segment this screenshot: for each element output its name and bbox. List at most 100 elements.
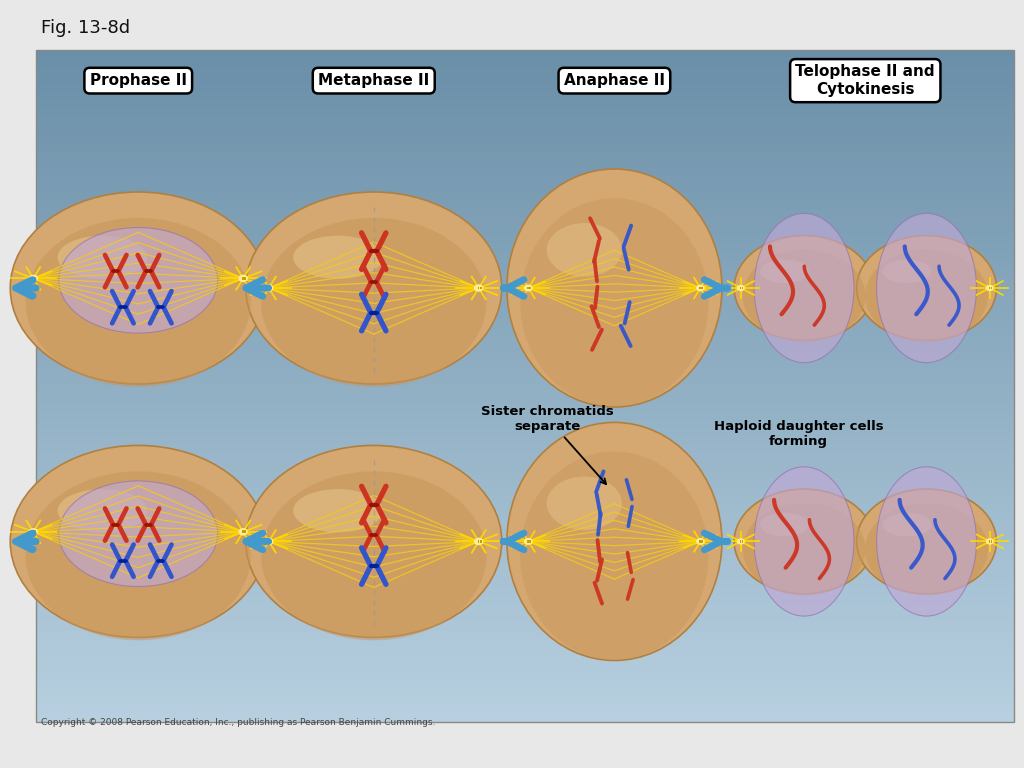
Bar [36, 293, 1014, 302]
Ellipse shape [57, 489, 147, 532]
Bar [36, 84, 1014, 92]
Bar [36, 227, 1014, 235]
Bar [740, 541, 741, 542]
Bar [990, 287, 992, 289]
Bar [270, 286, 271, 290]
Circle shape [986, 286, 993, 290]
Bar [36, 562, 1014, 571]
Bar [740, 287, 741, 289]
Ellipse shape [520, 452, 709, 660]
Bar [36, 268, 1014, 276]
Ellipse shape [293, 489, 383, 532]
Bar [699, 540, 701, 543]
Ellipse shape [760, 513, 809, 537]
Bar [36, 630, 1014, 638]
Bar [36, 394, 1014, 402]
Bar [36, 613, 1014, 621]
Bar [267, 540, 269, 543]
Bar [36, 487, 1014, 495]
Circle shape [524, 285, 532, 291]
Ellipse shape [883, 513, 932, 537]
Bar [36, 402, 1014, 411]
Bar [36, 537, 1014, 545]
Ellipse shape [59, 227, 218, 333]
Bar [36, 302, 1014, 310]
Text: Prophase II: Prophase II [90, 73, 186, 88]
Circle shape [857, 236, 996, 340]
Bar [36, 654, 1014, 663]
Bar [36, 125, 1014, 134]
Bar [36, 109, 1014, 118]
Circle shape [857, 489, 996, 594]
Bar [267, 286, 269, 290]
Bar [36, 276, 1014, 285]
Circle shape [246, 192, 502, 384]
Bar [36, 167, 1014, 176]
Bar [480, 540, 481, 543]
Bar [36, 176, 1014, 184]
Bar [527, 286, 529, 290]
Bar [480, 286, 481, 290]
Bar [989, 541, 990, 542]
Ellipse shape [507, 169, 722, 407]
Bar [36, 528, 1014, 537]
Circle shape [475, 285, 482, 291]
Bar [36, 378, 1014, 386]
Bar [741, 287, 743, 289]
Circle shape [737, 286, 744, 290]
Ellipse shape [507, 422, 722, 660]
Ellipse shape [520, 198, 709, 406]
Bar [36, 428, 1014, 436]
Bar [36, 67, 1014, 75]
Bar [989, 287, 990, 289]
Bar [36, 445, 1014, 453]
Bar [245, 277, 246, 280]
Ellipse shape [877, 214, 977, 362]
Bar [36, 184, 1014, 193]
Circle shape [696, 285, 705, 291]
Ellipse shape [754, 214, 854, 362]
Bar [245, 531, 246, 533]
Circle shape [240, 529, 247, 535]
Ellipse shape [547, 223, 622, 276]
Text: Metaphase II: Metaphase II [318, 73, 429, 88]
Bar [36, 344, 1014, 353]
Bar [36, 571, 1014, 579]
Bar [36, 369, 1014, 378]
Ellipse shape [754, 467, 854, 616]
Bar [36, 588, 1014, 596]
Circle shape [10, 192, 266, 384]
Bar [36, 260, 1014, 268]
Text: Anaphase II: Anaphase II [564, 73, 665, 88]
Bar [477, 286, 479, 290]
Circle shape [240, 276, 247, 281]
Bar [36, 596, 1014, 604]
Bar [36, 604, 1014, 613]
Bar [36, 50, 1014, 722]
Bar [36, 671, 1014, 680]
Bar [36, 134, 1014, 142]
Circle shape [26, 472, 251, 641]
Bar [36, 436, 1014, 445]
Bar [36, 470, 1014, 478]
Circle shape [261, 218, 486, 387]
Bar [36, 353, 1014, 361]
Text: Haploid daughter cells
forming: Haploid daughter cells forming [714, 420, 884, 448]
Bar [35, 531, 36, 533]
Bar [36, 386, 1014, 394]
Bar [36, 327, 1014, 336]
Bar [32, 531, 34, 533]
Bar [36, 495, 1014, 504]
Bar [741, 541, 743, 542]
Bar [36, 688, 1014, 697]
Bar [699, 286, 701, 290]
Bar [36, 75, 1014, 84]
Circle shape [524, 538, 532, 545]
Circle shape [261, 472, 486, 641]
Text: Copyright © 2008 Pearson Education, Inc., publishing as Pearson Benjamin Cumming: Copyright © 2008 Pearson Education, Inc.… [41, 718, 435, 727]
Bar [36, 285, 1014, 293]
Bar [36, 50, 1014, 58]
Bar [529, 286, 531, 290]
Bar [36, 545, 1014, 554]
Bar [36, 319, 1014, 327]
